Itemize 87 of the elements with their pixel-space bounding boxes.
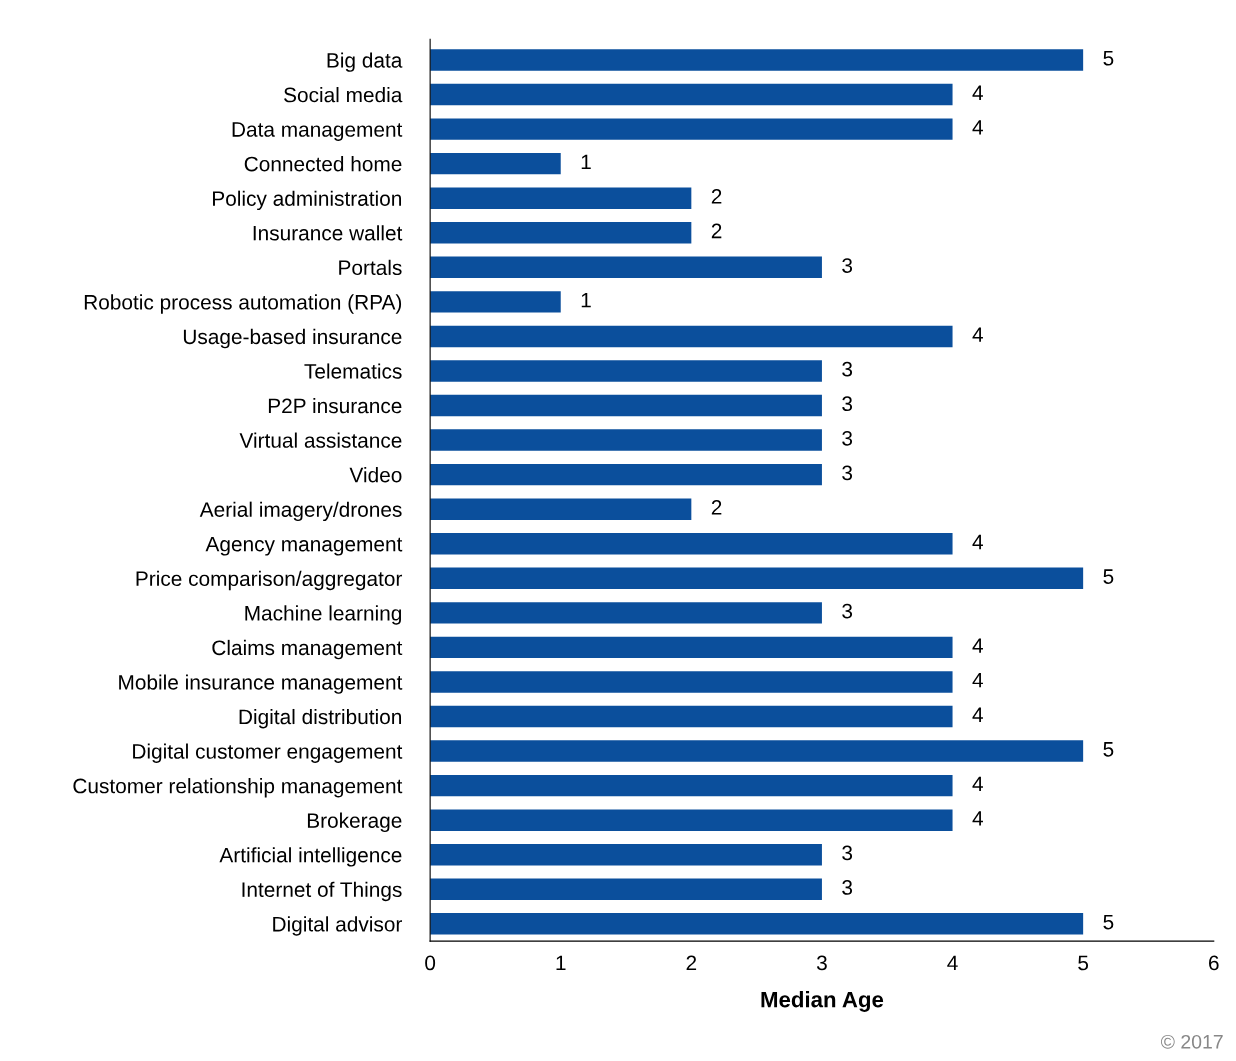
data-label: 3 xyxy=(842,465,853,481)
data-label: 4 xyxy=(972,638,983,653)
y-tick-label: Internet of Things xyxy=(242,881,402,902)
y-tick-label: Brokerage xyxy=(307,812,402,833)
bar xyxy=(430,429,822,451)
data-label: 1 xyxy=(581,154,591,170)
x-tick-label: 2 xyxy=(686,955,697,971)
bar xyxy=(430,256,822,279)
x-tick-label: 3 xyxy=(816,955,827,971)
x-tick-label: 1 xyxy=(556,955,566,971)
data-label: 4 xyxy=(972,673,983,688)
bar xyxy=(430,809,953,831)
bar xyxy=(430,913,1084,935)
bar xyxy=(430,498,692,520)
x-tick-label: 6 xyxy=(1209,955,1219,971)
y-tick-label: P2P insurance xyxy=(268,397,402,414)
bar xyxy=(430,187,692,209)
data-label: 3 xyxy=(842,880,853,895)
bar xyxy=(430,394,822,417)
data-label: 3 xyxy=(842,430,853,446)
bar xyxy=(430,222,692,244)
y-tick-label: Digital advisor xyxy=(273,916,403,936)
y-tick-label: Big data xyxy=(327,52,403,72)
bar xyxy=(430,636,953,659)
data-label: 1 xyxy=(581,292,591,308)
data-label: 5 xyxy=(1103,569,1114,584)
data-label: 2 xyxy=(711,500,722,515)
bar xyxy=(430,360,822,382)
data-label: 5 xyxy=(1103,51,1114,66)
y-tick-label: Machine learning xyxy=(245,605,402,625)
y-tick-label: Aerial imagery/drones xyxy=(199,501,402,522)
y-tick-label: Artificial intelligence xyxy=(219,847,402,867)
data-label: 3 xyxy=(842,845,853,861)
bar xyxy=(430,567,1084,590)
x-tick-label: 4 xyxy=(947,955,958,971)
bar xyxy=(430,152,561,175)
data-label: 4 xyxy=(972,776,983,791)
data-label: 5 xyxy=(1103,742,1114,757)
bar xyxy=(430,118,953,140)
data-label: 4 xyxy=(972,707,983,722)
data-label: 3 xyxy=(842,603,853,619)
y-tick-label: Price comparison/aggregator xyxy=(136,570,403,591)
data-label: 4 xyxy=(972,811,983,826)
bar xyxy=(430,671,953,693)
bar xyxy=(430,878,822,900)
data-label: 4 xyxy=(972,120,983,135)
y-tick-label: Customer relationship management xyxy=(73,778,403,798)
y-tick-label: Portals xyxy=(339,259,402,276)
x-axis-title: Median Age xyxy=(761,991,884,1012)
bar xyxy=(430,602,822,624)
data-label: 2 xyxy=(711,223,722,239)
y-tick-label: Social media xyxy=(284,86,403,103)
y-tick-label: Video xyxy=(349,467,402,483)
bar xyxy=(430,49,1084,71)
data-label: 3 xyxy=(842,361,853,377)
data-label: 4 xyxy=(972,534,983,550)
data-label: 4 xyxy=(972,85,983,100)
data-label: 5 xyxy=(1103,914,1114,930)
bar xyxy=(430,291,561,313)
data-label: 3 xyxy=(842,396,853,412)
bar xyxy=(430,83,953,106)
y-tick-label: Digital customer engagement xyxy=(133,743,403,763)
bar xyxy=(430,533,953,555)
y-tick-label: Digital distribution xyxy=(239,708,402,729)
y-tick-label: Telematics xyxy=(304,363,402,379)
bar xyxy=(430,774,953,797)
y-tick-label: Connected home xyxy=(244,156,402,172)
y-tick-label: Virtual assistance xyxy=(239,432,402,448)
y-tick-label: Claims management xyxy=(212,639,403,660)
y-tick-label: Data management xyxy=(232,122,403,141)
x-tick-label: 0 xyxy=(425,955,436,971)
bar xyxy=(430,740,1084,762)
bar xyxy=(430,463,822,486)
bar xyxy=(430,705,953,728)
bar xyxy=(430,325,953,348)
bar xyxy=(430,844,822,866)
text: © 2017 xyxy=(1160,1034,1223,1049)
data-label: 2 xyxy=(711,189,722,204)
y-tick-label: Mobile insurance management xyxy=(119,674,403,694)
y-tick-label: Robotic process automation (RPA) xyxy=(84,294,402,314)
y-tick-label: Policy administration xyxy=(213,190,402,211)
y-tick-label: Insurance wallet xyxy=(253,225,403,241)
y-tick-label: Agency management xyxy=(205,536,403,556)
data-label: 3 xyxy=(842,258,853,273)
y-tick-label: Usage-based insurance xyxy=(183,328,402,349)
data-label: 4 xyxy=(972,327,983,342)
x-tick-label: 5 xyxy=(1078,955,1089,971)
